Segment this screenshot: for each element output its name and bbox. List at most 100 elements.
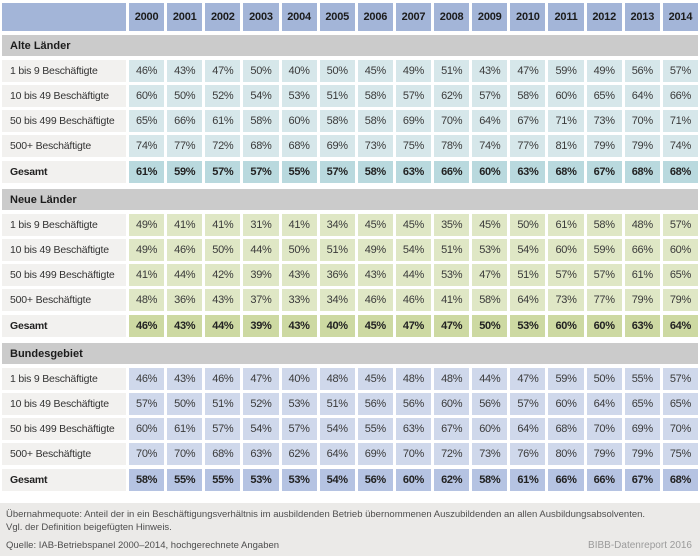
value-cell: 73% — [548, 289, 584, 311]
table-row: 50 bis 499 Beschäftigte 60% 61% 57% 54% 57% 54… — [2, 418, 698, 440]
year-header-2011: 2011 — [548, 3, 584, 31]
value-cell: 57% — [205, 418, 241, 440]
value-cell: 55% — [357, 418, 393, 440]
row-label: 10 bis 49 Beschäftigte — [2, 393, 126, 415]
value-cell: 51% — [319, 85, 355, 107]
section-header-alte: Alte Länder — [2, 35, 698, 56]
value-cell: 58% — [129, 469, 165, 491]
value-cell: 69% — [357, 443, 393, 465]
value-cell: 49% — [357, 239, 393, 261]
value-cell: 57% — [472, 85, 508, 107]
value-cell: 50% — [167, 85, 203, 107]
value-cell: 64% — [662, 315, 698, 337]
value-cell: 57% — [205, 161, 241, 183]
value-cell: 45% — [472, 214, 508, 236]
value-cell: 31% — [243, 214, 279, 236]
value-cell: 46% — [395, 289, 432, 311]
table-row: 10 bis 49 Beschäftigte 57% 50% 51% 52% 53% 51%… — [2, 393, 698, 415]
table-row: 10 bis 49 Beschäftigte 60% 50% 52% 54% 53% 51%… — [2, 85, 698, 107]
value-cell: 48% — [319, 368, 355, 390]
value-cell: 56% — [624, 60, 660, 82]
value-cell: 55% — [205, 469, 241, 491]
value-cell: 43% — [357, 264, 393, 286]
value-cell: 37% — [243, 289, 279, 311]
value-cell: 68% — [548, 418, 584, 440]
value-cell: 54% — [319, 469, 355, 491]
value-cell: 50% — [510, 214, 546, 236]
value-cell: 47% — [510, 60, 546, 82]
table-row: 1 bis 9 Beschäftigte 46% 43% 46% 47% 40% 48% 45… — [2, 368, 698, 390]
value-cell: 52% — [243, 393, 279, 415]
value-cell: 73% — [586, 110, 622, 132]
value-cell: 53% — [472, 239, 508, 261]
value-cell: 58% — [510, 85, 546, 107]
value-cell: 61% — [548, 214, 584, 236]
value-cell: 76% — [510, 443, 546, 465]
value-cell: 41% — [205, 214, 241, 236]
value-cell: 40% — [281, 368, 317, 390]
value-cell: 60% — [662, 239, 698, 261]
value-cell: 53% — [243, 469, 279, 491]
value-cell: 75% — [662, 443, 698, 465]
value-cell: 59% — [586, 239, 622, 261]
value-cell: 79% — [624, 289, 660, 311]
table-row: 50 bis 499 Beschäftigte 65% 66% 61% 58% 60% 58… — [2, 110, 698, 132]
value-cell: 51% — [205, 393, 241, 415]
value-cell: 54% — [395, 239, 432, 261]
value-cell: 65% — [624, 393, 660, 415]
value-cell: 44% — [205, 315, 241, 337]
value-cell: 70% — [662, 418, 698, 440]
value-cell: 77% — [167, 135, 203, 157]
value-cell: 44% — [395, 264, 432, 286]
value-cell: 77% — [586, 289, 622, 311]
value-cell: 62% — [434, 85, 470, 107]
value-cell: 66% — [586, 469, 622, 491]
value-cell: 70% — [167, 443, 203, 465]
value-cell: 67% — [624, 469, 660, 491]
year-header-2002: 2002 — [205, 3, 241, 31]
value-cell: 56% — [395, 393, 432, 415]
value-cell: 47% — [472, 264, 508, 286]
value-cell: 70% — [129, 443, 165, 465]
value-cell: 54% — [243, 85, 279, 107]
year-header-row: 2000 2001 2002 2003 2004 2005 2006 2007 2008 2009… — [2, 3, 698, 31]
value-cell: 79% — [662, 289, 698, 311]
value-cell: 62% — [281, 443, 317, 465]
year-header-2012: 2012 — [586, 3, 622, 31]
row-label: 50 bis 499 Beschäftigte — [2, 264, 126, 286]
value-cell: 43% — [167, 315, 203, 337]
year-header-2005: 2005 — [319, 3, 355, 31]
value-cell: 65% — [586, 85, 622, 107]
value-cell: 68% — [281, 135, 317, 157]
value-cell: 81% — [548, 135, 584, 157]
value-cell: 73% — [357, 135, 393, 157]
year-header-2013: 2013 — [624, 3, 660, 31]
source-text: Quelle: IAB-Betriebspanel 2000–2014, hoc… — [6, 540, 280, 551]
value-cell: 35% — [434, 214, 470, 236]
value-cell: 53% — [281, 393, 317, 415]
section-header-bund: Bundesgebiet — [2, 343, 698, 364]
value-cell: 65% — [129, 110, 165, 132]
year-header-2004: 2004 — [281, 3, 317, 31]
value-cell: 78% — [434, 135, 470, 157]
value-cell: 48% — [624, 214, 660, 236]
value-cell: 63% — [395, 418, 432, 440]
value-cell: 40% — [319, 315, 355, 337]
value-cell: 45% — [395, 214, 432, 236]
value-cell: 73% — [472, 443, 508, 465]
year-header-2010: 2010 — [510, 3, 546, 31]
value-cell: 41% — [434, 289, 470, 311]
value-cell: 79% — [586, 443, 622, 465]
value-cell: 56% — [357, 393, 393, 415]
value-cell: 44% — [167, 264, 203, 286]
value-cell: 46% — [357, 289, 393, 311]
value-cell: 57% — [548, 264, 584, 286]
row-label: 500+ Beschäftigte — [2, 443, 126, 465]
value-cell: 79% — [624, 443, 660, 465]
value-cell: 51% — [319, 393, 355, 415]
value-cell: 58% — [357, 161, 393, 183]
row-label: 1 bis 9 Beschäftigte — [2, 60, 126, 82]
value-cell: 41% — [129, 264, 165, 286]
value-cell: 74% — [662, 135, 698, 157]
value-cell: 60% — [472, 161, 508, 183]
